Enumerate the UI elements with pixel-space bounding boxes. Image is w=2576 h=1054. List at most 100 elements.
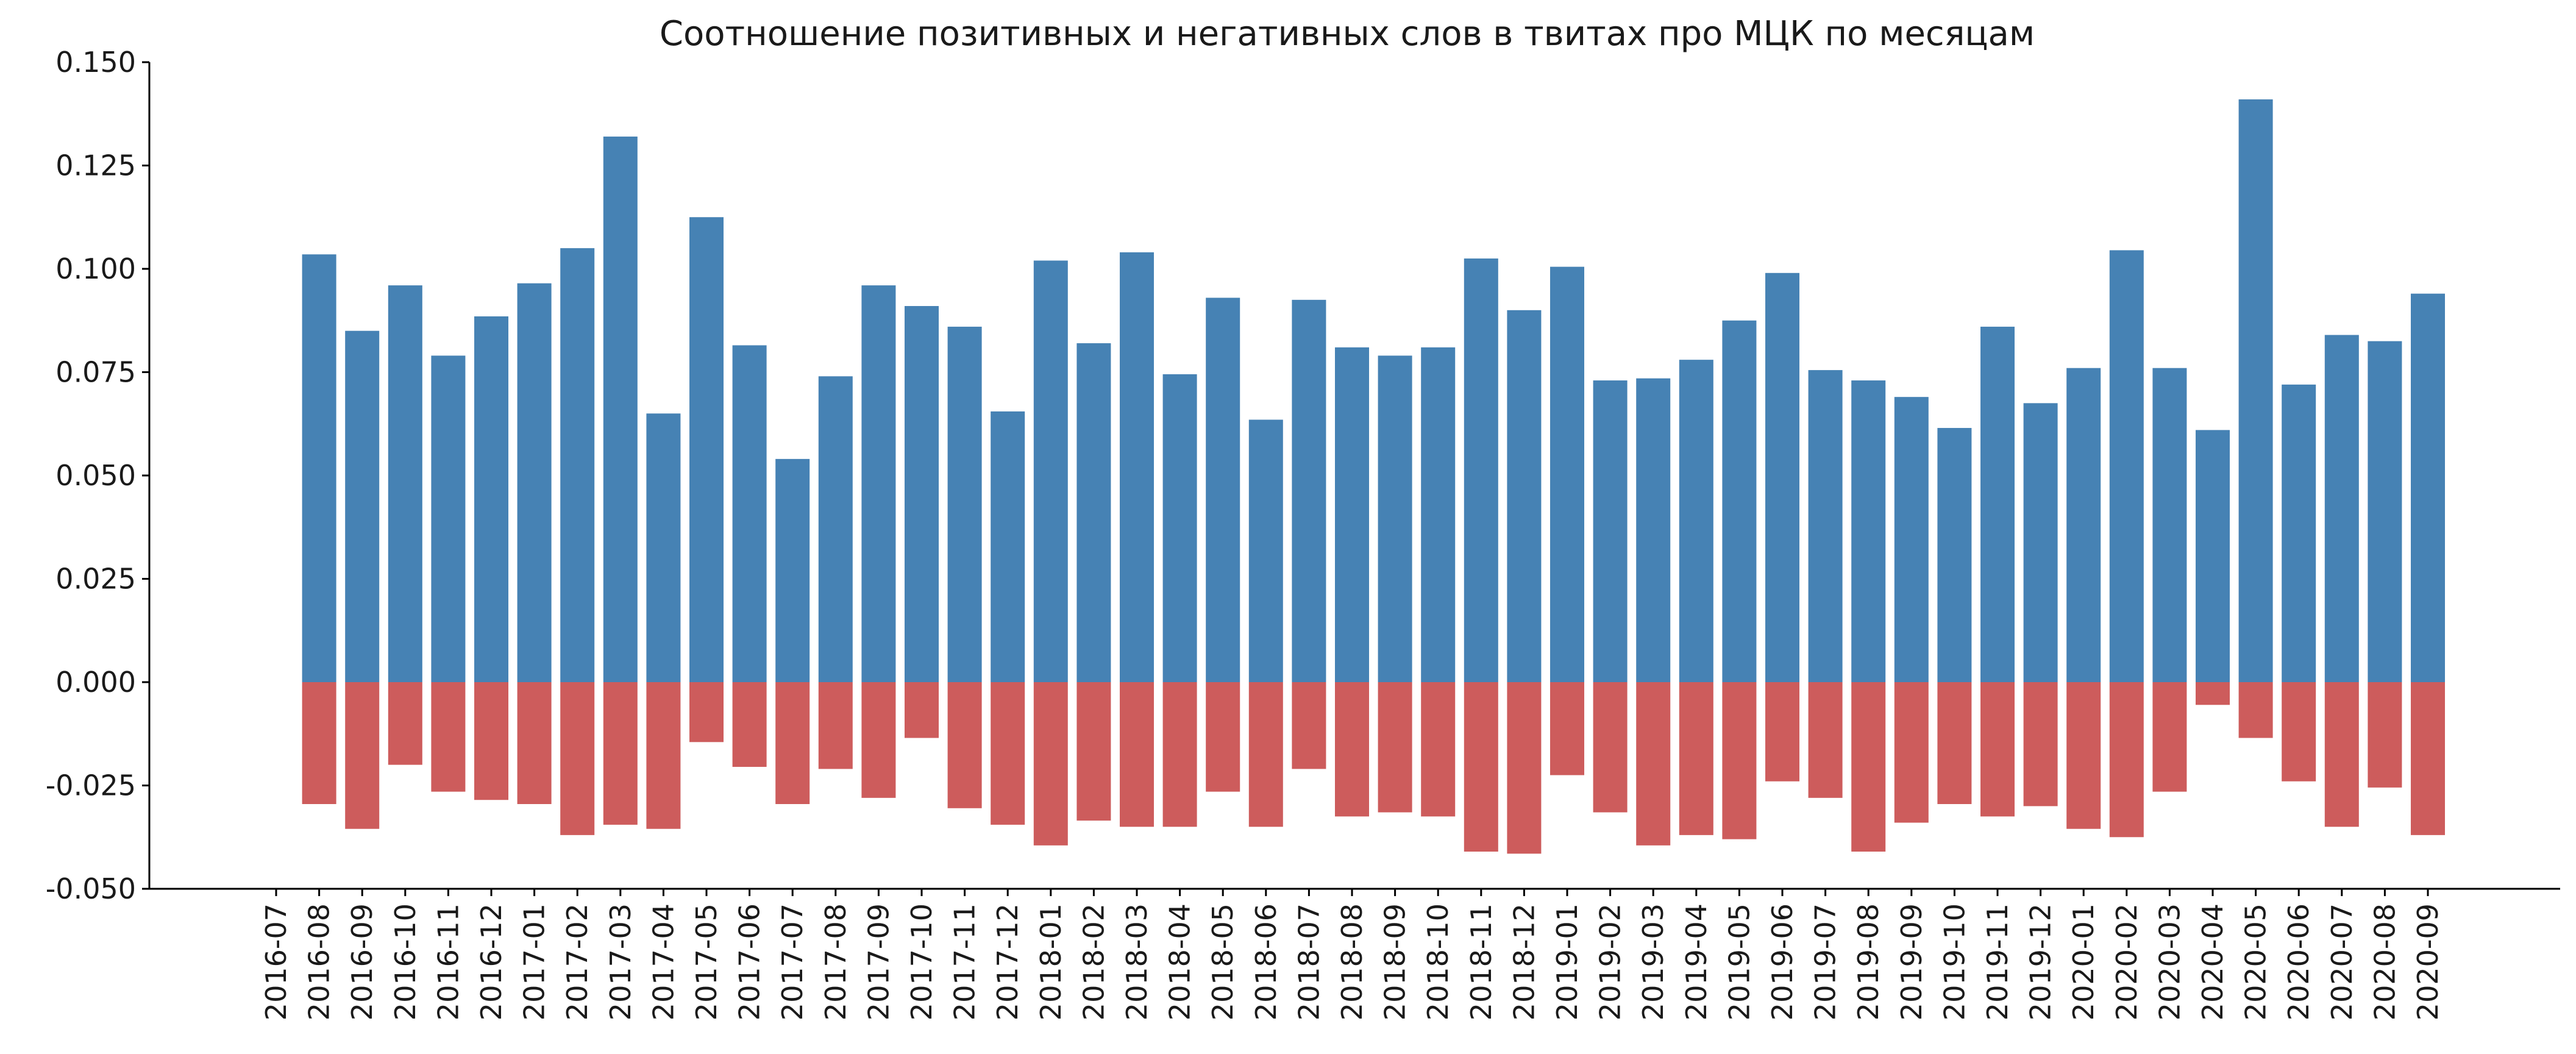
positive-bar-2019-07	[1808, 370, 1843, 682]
positive-bar-2017-08	[818, 376, 853, 682]
positive-bar-2019-05	[1722, 320, 1757, 682]
positive-bar-2019-12	[2023, 403, 2058, 682]
negative-bar-2018-07	[1292, 682, 1326, 769]
x-tick-label: 2018-04	[1164, 903, 1197, 1020]
negative-bar-2017-12	[991, 682, 1025, 825]
x-tick-label: 2017-08	[819, 903, 852, 1020]
negative-bar-2018-01	[1033, 682, 1068, 846]
positive-bar-2018-10	[1421, 347, 1456, 682]
positive-bar-2018-09	[1378, 355, 1412, 682]
x-tick-label: 2017-07	[776, 903, 809, 1020]
y-tick-label: -0.025	[46, 769, 136, 802]
positive-bar-2020-02	[2109, 250, 2144, 682]
x-tick-label: 2020-05	[2240, 903, 2272, 1020]
positive-bar-2019-11	[1980, 326, 2015, 682]
positive-bar-2018-05	[1206, 297, 1240, 683]
x-tick-label: 2018-10	[1421, 903, 1454, 1020]
negative-bar-2016-08	[302, 682, 336, 805]
positive-bar-2020-09	[2411, 293, 2445, 682]
y-tick-label: -0.050	[46, 872, 136, 905]
x-tick-label: 2019-05	[1723, 903, 1756, 1020]
x-tick-label: 2020-04	[2196, 903, 2229, 1020]
x-tick-label: 2018-12	[1507, 903, 1540, 1020]
negative-bar-2020-02	[2109, 682, 2144, 838]
negative-bar-2020-03	[2152, 682, 2187, 792]
positive-bar-2016-08	[302, 254, 336, 682]
negative-bar-2019-02	[1593, 682, 1628, 813]
negative-bar-2020-01	[2066, 682, 2101, 829]
negative-bar-2019-07	[1808, 682, 1843, 798]
positive-bar-2018-03	[1120, 252, 1154, 682]
negative-bar-2016-11	[431, 682, 466, 792]
positive-bar-2016-12	[474, 316, 508, 682]
negative-bar-2018-12	[1507, 682, 1542, 854]
negative-bar-2020-05	[2238, 682, 2273, 738]
positive-bar-2018-06	[1248, 419, 1283, 682]
negative-bar-2019-09	[1894, 682, 1929, 823]
negative-bar-2017-01	[517, 682, 552, 805]
x-tick-label: 2017-09	[862, 903, 895, 1020]
positive-bar-2017-02	[560, 248, 595, 683]
negative-bar-2019-04	[1679, 682, 1713, 835]
x-tick-label: 2017-12	[991, 903, 1024, 1020]
x-tick-label: 2018-08	[1336, 903, 1368, 1020]
negative-bar-2018-06	[1248, 682, 1283, 827]
negative-bar-2019-11	[1980, 682, 2015, 817]
x-tick-label: 2016-07	[260, 903, 293, 1020]
positive-bar-2019-08	[1851, 380, 1886, 682]
x-tick-label: 2020-06	[2282, 903, 2315, 1020]
x-tick-label: 2020-08	[2368, 903, 2401, 1020]
positive-bar-2019-02	[1593, 380, 1628, 682]
negative-bar-2020-06	[2282, 682, 2316, 782]
x-tick-label: 2017-10	[905, 903, 938, 1020]
positive-bar-2018-11	[1464, 258, 1498, 682]
positive-bar-2020-05	[2238, 99, 2273, 682]
negative-bar-2017-07	[775, 682, 810, 805]
x-tick-label: 2018-02	[1077, 903, 1110, 1020]
x-tick-label: 2017-03	[604, 903, 637, 1020]
negative-bar-2019-05	[1722, 682, 1757, 839]
positive-bar-2018-07	[1292, 299, 1326, 683]
x-tick-label: 2016-08	[303, 903, 336, 1020]
negative-bar-2016-10	[388, 682, 422, 765]
x-tick-label: 2019-04	[1680, 903, 1713, 1020]
negative-bar-2017-08	[818, 682, 853, 769]
y-tick-label: 0.125	[55, 149, 136, 182]
x-tick-label: 2019-06	[1766, 903, 1799, 1020]
positive-bar-2017-03	[603, 137, 638, 683]
y-axis: -0.050 -0.025 0.000 0.025 0.050 0.075 0.100 0.1…	[46, 46, 151, 905]
y-tick-label: 0.100	[55, 252, 136, 285]
negative-bar-2019-06	[1765, 682, 1799, 782]
negative-bar-2016-12	[474, 682, 508, 800]
positive-bar-2019-04	[1679, 360, 1713, 682]
positive-bar-2018-01	[1033, 260, 1068, 682]
x-tick-label: 2017-04	[647, 903, 680, 1020]
positive-bar-2019-06	[1765, 272, 1799, 682]
x-tick-label: 2017-01	[518, 903, 551, 1020]
negative-bar-2018-04	[1162, 682, 1197, 827]
x-tick-label: 2020-03	[2153, 903, 2186, 1020]
x-tick-label: 2019-08	[1852, 903, 1885, 1020]
positive-bar-2016-11	[431, 355, 466, 682]
negative-bar-2020-08	[2368, 682, 2402, 788]
positive-bar-2016-10	[388, 285, 422, 682]
negative-bar-2018-11	[1464, 682, 1498, 852]
negative-bar-2018-03	[1120, 682, 1154, 827]
negative-bar-2019-08	[1851, 682, 1886, 852]
x-tick-label: 2017-11	[948, 903, 981, 1020]
negative-bar-2016-09	[345, 682, 380, 829]
x-tick-label: 2016-09	[346, 903, 379, 1020]
positive-bar-2017-07	[775, 458, 810, 682]
y-tick-label: 0.075	[55, 356, 136, 389]
x-axis: 2016-07 2016-08 2016-09 2016-10 2016-11 2016-…	[149, 888, 2560, 1020]
positive-bar-2017-06	[732, 345, 767, 682]
negative-bar-2018-08	[1335, 682, 1369, 817]
negative-bar-2017-05	[689, 682, 724, 742]
negative-bar-2018-09	[1378, 682, 1412, 813]
negative-bar-2018-10	[1421, 682, 1456, 817]
x-tick-label: 2017-02	[561, 903, 594, 1020]
x-tick-label: 2019-02	[1594, 903, 1627, 1020]
positive-bar-2017-01	[517, 283, 552, 683]
positive-bar-2017-10	[905, 306, 939, 682]
